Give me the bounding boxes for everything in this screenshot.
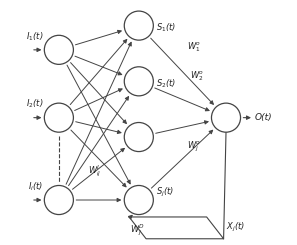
Text: W$^I_{ij}$: W$^I_{ij}$ (89, 163, 102, 179)
Text: W$_1^o$: W$_1^o$ (187, 41, 201, 54)
Circle shape (124, 185, 153, 215)
Circle shape (44, 185, 73, 215)
Text: I$_2$(t): I$_2$(t) (26, 98, 44, 110)
Circle shape (124, 11, 153, 40)
Text: S$_1$(t): S$_1$(t) (156, 22, 176, 34)
Text: I$_i$(t): I$_i$(t) (29, 180, 44, 193)
Circle shape (44, 103, 73, 132)
Text: I$_1$(t): I$_1$(t) (26, 30, 44, 43)
Text: W$_j^D$: W$_j^D$ (130, 222, 145, 238)
Text: O(t): O(t) (255, 113, 273, 122)
Text: S$_2$(t): S$_2$(t) (156, 77, 176, 90)
Circle shape (124, 67, 153, 96)
Circle shape (211, 103, 241, 132)
Circle shape (124, 122, 153, 152)
Text: S$_j$(t): S$_j$(t) (156, 186, 174, 199)
Circle shape (44, 35, 73, 64)
Text: W$_j^o$: W$_j^o$ (187, 140, 201, 154)
Text: W$_2^o$: W$_2^o$ (190, 70, 203, 83)
Text: X$_j$(t): X$_j$(t) (226, 221, 245, 234)
